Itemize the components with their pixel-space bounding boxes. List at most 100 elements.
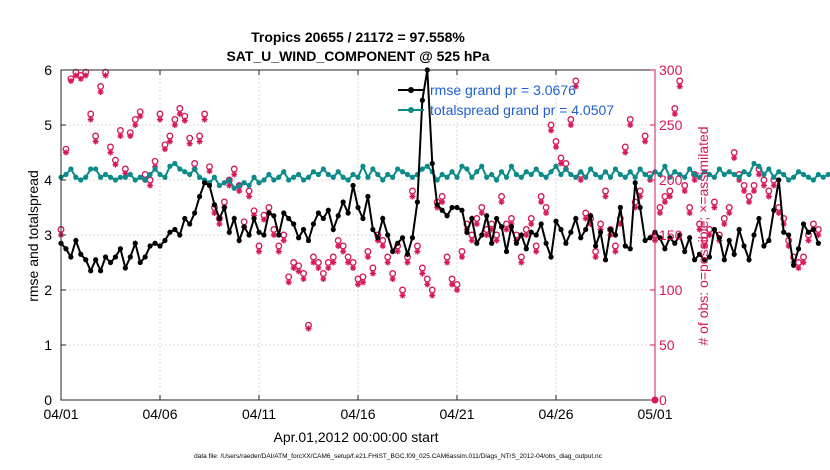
asterisk-stroke bbox=[766, 193, 772, 200]
asterisk-stroke bbox=[761, 182, 767, 189]
assimilated-point bbox=[770, 182, 777, 189]
series-rmse-point bbox=[687, 235, 693, 241]
assimilated-point bbox=[186, 140, 193, 147]
series-rmse-point bbox=[672, 240, 678, 246]
assimilated-point bbox=[760, 182, 767, 189]
assimilated-point bbox=[493, 237, 500, 244]
y-tick-label-right: 50 bbox=[659, 337, 675, 353]
asterisk-stroke bbox=[429, 292, 435, 299]
series-rmse-point bbox=[380, 215, 386, 222]
series-totalspread-point bbox=[419, 166, 425, 172]
asterisk-stroke bbox=[172, 122, 178, 128]
asterisk-stroke bbox=[696, 226, 703, 233]
series-rmse-point bbox=[662, 246, 668, 252]
series-rmse-point bbox=[206, 182, 213, 189]
assimilated-point bbox=[572, 83, 579, 90]
series-rmse-point bbox=[320, 215, 326, 222]
assimilated-point bbox=[181, 117, 188, 124]
asterisk-stroke bbox=[177, 111, 183, 117]
asterisk-stroke bbox=[206, 168, 213, 174]
series-totalspread-point bbox=[820, 174, 826, 180]
series-rmse-point bbox=[721, 257, 727, 263]
series-totalspread-point bbox=[474, 169, 480, 175]
series-totalspread-point bbox=[226, 177, 232, 183]
asterisk-stroke bbox=[404, 259, 411, 266]
series-totalspread-point bbox=[711, 174, 718, 180]
assimilated-point bbox=[612, 248, 619, 255]
series-totalspread-point bbox=[271, 177, 277, 183]
series-rmse-point bbox=[350, 182, 356, 189]
series-totalspread-point bbox=[627, 169, 633, 175]
assimilated-point bbox=[280, 237, 287, 244]
series-rmse-point bbox=[167, 229, 173, 235]
asterisk-stroke bbox=[612, 248, 618, 255]
series-totalspread-point bbox=[147, 171, 153, 178]
series-totalspread-point bbox=[68, 166, 74, 172]
assimilated-point bbox=[726, 210, 733, 216]
series-rmse-point bbox=[365, 193, 371, 200]
y-tick-label-right: 100 bbox=[659, 282, 683, 298]
assimilated-point bbox=[449, 281, 456, 288]
asterisk-stroke bbox=[419, 270, 425, 277]
series-totalspread-point bbox=[325, 171, 331, 178]
series-totalspread-point bbox=[251, 174, 257, 180]
series-rmse-point bbox=[98, 268, 104, 274]
assimilated-point bbox=[246, 193, 253, 200]
series-rmse-point bbox=[795, 246, 802, 252]
assimilated-point bbox=[805, 237, 812, 244]
series-rmse-point bbox=[310, 221, 317, 227]
series-rmse-point bbox=[409, 235, 416, 241]
series-rmse-point bbox=[464, 229, 470, 235]
series-rmse-point bbox=[741, 243, 747, 249]
y-tick-label-left: 2 bbox=[44, 282, 52, 298]
asterisk-stroke bbox=[399, 292, 406, 299]
series-totalspread-point bbox=[122, 174, 128, 180]
assimilated-point bbox=[567, 122, 574, 128]
assimilated-point bbox=[557, 160, 564, 167]
assimilated-point bbox=[553, 144, 559, 150]
series-rmse-point bbox=[503, 248, 510, 255]
series-rmse-point bbox=[385, 232, 391, 238]
asterisk-stroke bbox=[469, 237, 475, 244]
series-rmse-point bbox=[612, 232, 619, 238]
asterisk-stroke bbox=[83, 72, 89, 79]
series-rmse-point bbox=[597, 229, 604, 235]
series-totalspread-point bbox=[117, 174, 123, 180]
y-tick-label-right: 200 bbox=[659, 172, 683, 188]
series-totalspread-point bbox=[192, 166, 198, 172]
assimilated-point bbox=[458, 254, 465, 260]
series-rmse-point bbox=[266, 210, 272, 216]
series-rmse-point bbox=[553, 218, 559, 224]
series-rmse-point bbox=[498, 224, 505, 230]
series-rmse-point bbox=[746, 257, 752, 263]
asterisk-stroke bbox=[815, 232, 821, 238]
series-rmse-point bbox=[474, 240, 480, 246]
assimilated-point bbox=[107, 149, 114, 156]
asterisk-stroke bbox=[276, 248, 282, 255]
series-totalspread-point bbox=[375, 171, 381, 178]
series-rmse-point bbox=[781, 229, 787, 235]
series-totalspread-point bbox=[746, 171, 752, 178]
series-rmse bbox=[58, 67, 821, 274]
x-tick-label: 04/06 bbox=[142, 406, 177, 422]
assimilated-point bbox=[275, 248, 282, 255]
series-totalspread-point bbox=[246, 182, 252, 189]
series-totalspread-point bbox=[256, 180, 262, 186]
series-totalspread-point bbox=[132, 177, 138, 183]
assimilated-point bbox=[166, 138, 173, 145]
asterisk-stroke bbox=[73, 72, 79, 79]
asterisk-stroke bbox=[662, 199, 668, 205]
assimilated-point bbox=[315, 265, 322, 271]
series-rmse-point bbox=[399, 235, 406, 241]
series-totalspread-point bbox=[741, 169, 747, 175]
asterisk-stroke bbox=[305, 325, 312, 332]
series-totalspread-point bbox=[211, 174, 218, 180]
series-rmse-point bbox=[563, 240, 569, 246]
series-rmse-point bbox=[716, 235, 722, 241]
series-rmse-point bbox=[335, 213, 341, 219]
asterisk-stroke bbox=[117, 133, 123, 139]
asterisk-stroke bbox=[63, 149, 69, 156]
asterisk-stroke bbox=[474, 221, 480, 227]
asterisk-stroke bbox=[518, 259, 524, 266]
assimilated-point bbox=[379, 243, 386, 249]
